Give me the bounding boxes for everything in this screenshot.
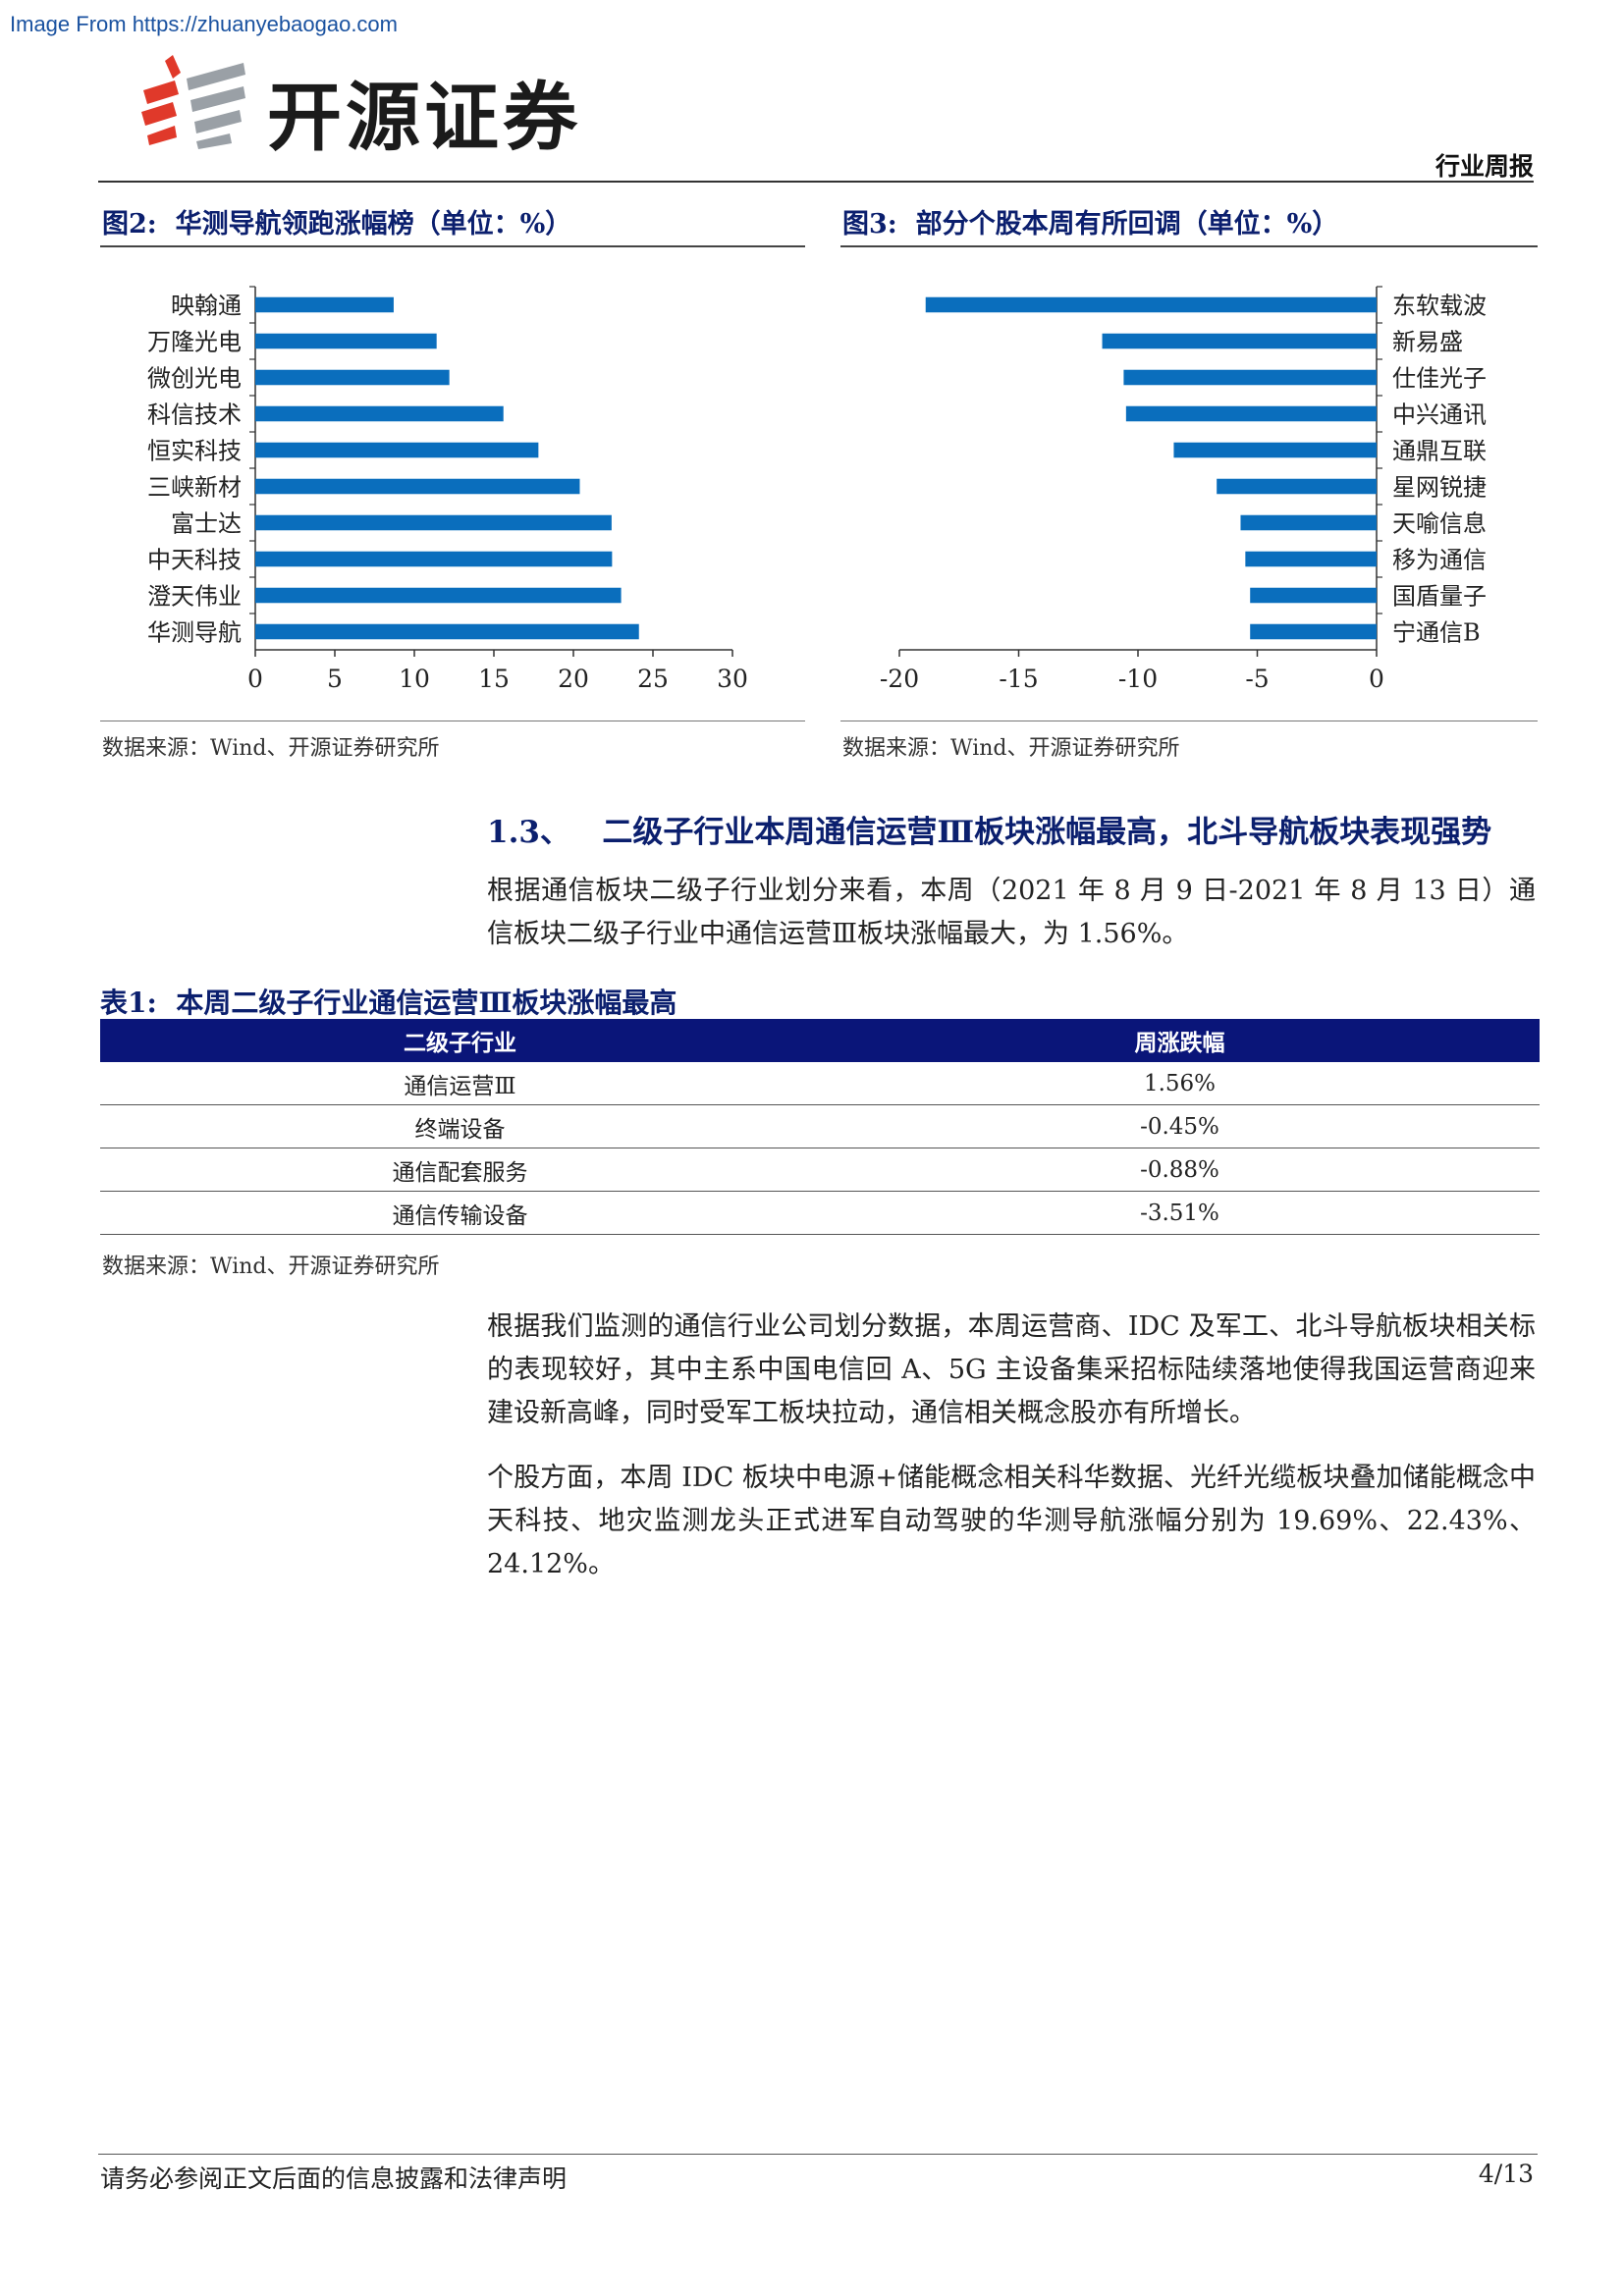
bar	[255, 514, 612, 531]
figure-3-caption: 部分个股本周有所回调（单位：%）	[915, 209, 1339, 240]
bar	[1250, 587, 1377, 604]
figure-3-rule	[840, 245, 1538, 247]
bar	[1125, 405, 1377, 422]
figure-2-bar-chart: 0 5 10 15 20 25 30 映翰通万隆光电微创光电科信技术恒实科技三峡新材富士达中天…	[147, 286, 748, 693]
cell-subindustry: 通信配套服务	[100, 1148, 820, 1192]
category-label: 映翰通	[171, 293, 242, 320]
bar	[255, 369, 450, 386]
bar	[1240, 514, 1377, 531]
category-label: 万隆光电	[147, 329, 242, 356]
category-label: 移为通信	[1392, 547, 1487, 574]
value-axis-tick-label: -20	[880, 665, 919, 693]
cell-weekly-change: -0.88%	[820, 1148, 1540, 1192]
source-watermark: Image From https://zhuanyebaogao.com	[10, 12, 398, 36]
figure-3-bar-chart: -20 -15 -10 -5 0 东软载波新易盛仕佳光子中兴通讯通鼎互联星网锐捷天喻信息移…	[880, 286, 1487, 693]
section-title-text: 二级子行业本周通信运营Ⅲ板块涨幅最高，北斗导航板块表现强势	[602, 815, 1492, 850]
bar	[255, 478, 580, 495]
brand-logo-icon	[135, 51, 253, 149]
table-row: 通信运营Ⅲ 1.56%	[100, 1062, 1540, 1105]
footer-disclaimer: 请务必参阅正文后面的信息披露和法律声明	[100, 2164, 568, 2193]
table-1-label: 表1:	[100, 987, 157, 1019]
bar	[1173, 442, 1377, 458]
bar	[1123, 369, 1377, 386]
table-header-row: 二级子行业 周涨跌幅	[100, 1019, 1540, 1062]
figure-2-caption: 华测导航领跑涨幅榜（单位：%）	[175, 209, 572, 240]
column-header-subindustry: 二级子行业	[100, 1019, 820, 1062]
table-1-caption: 本周二级子行业通信运营Ⅲ板块涨幅最高	[176, 987, 677, 1019]
section-number: 1.3、	[487, 815, 570, 850]
bar	[255, 442, 539, 458]
category-label: 科信技术	[147, 401, 242, 429]
subindustry-table: 二级子行业 周涨跌幅 通信运营Ⅲ 1.56% 终端设备 -0.45% 通信配套服…	[100, 1019, 1540, 1235]
bar	[1217, 478, 1377, 495]
cell-weekly-change: 1.56%	[820, 1062, 1540, 1105]
figure-3-source: 数据来源：Wind、开源证券研究所	[842, 736, 1180, 761]
category-label: 微创光电	[147, 365, 242, 393]
category-label: 新易盛	[1392, 329, 1463, 356]
footer-rule	[98, 2154, 1538, 2155]
value-axis-tick-label: 0	[1369, 665, 1384, 693]
figure-3-label: 图3:	[842, 209, 897, 240]
brand-name: 开源证券	[267, 74, 581, 161]
figure-3-title: 图3: 部分个股本周有所回调（单位：%）	[842, 202, 1338, 240]
value-axis-tick-label: 10	[399, 665, 430, 693]
value-axis-tick-label: 15	[478, 665, 510, 693]
bar	[255, 551, 613, 567]
report-type-label: 行业周报	[1435, 152, 1534, 181]
page-number: 4/13	[1478, 2160, 1534, 2188]
value-axis-tick-label: 5	[327, 665, 343, 693]
body-paragraph-3: 个股方面，本周 IDC 板块中电源+储能概念相关科华数据、光纤光缆板块叠加储能概…	[487, 1463, 1536, 1579]
value-axis-tick-label: 25	[637, 665, 669, 693]
category-label: 天喻信息	[1392, 510, 1487, 538]
table-1-title: 表1: 本周二级子行业通信运营Ⅲ板块涨幅最高	[100, 982, 677, 1021]
bar	[255, 333, 437, 349]
figure-2-label: 图2:	[102, 209, 157, 240]
category-label: 三峡新材	[147, 474, 242, 502]
figure-2-title: 图2: 华测导航领跑涨幅榜（单位：%）	[102, 202, 571, 240]
bar	[255, 623, 639, 640]
header-rule	[98, 181, 1534, 183]
figure-2-source: 数据来源：Wind、开源证券研究所	[102, 736, 440, 761]
table-row: 通信传输设备 -3.51%	[100, 1191, 1540, 1235]
category-label: 华测导航	[147, 619, 242, 647]
cell-subindustry: 通信传输设备	[100, 1191, 820, 1235]
value-axis-tick-label: -15	[999, 665, 1038, 693]
category-label: 中兴通讯	[1392, 401, 1487, 429]
table-row: 通信配套服务 -0.88%	[100, 1148, 1540, 1192]
bar	[255, 587, 622, 604]
cell-weekly-change: -0.45%	[820, 1104, 1540, 1148]
value-axis-tick-label: -10	[1118, 665, 1158, 693]
cell-weekly-change: -3.51%	[820, 1191, 1540, 1235]
column-header-weekly-change: 周涨跌幅	[820, 1019, 1540, 1062]
bar	[255, 405, 504, 422]
bar	[1102, 333, 1377, 349]
bar	[1245, 551, 1377, 567]
table-1-source: 数据来源：Wind、开源证券研究所	[102, 1255, 440, 1279]
category-label: 东软载波	[1392, 293, 1487, 320]
value-axis-tick-label: 20	[558, 665, 589, 693]
category-label: 仕佳光子	[1392, 365, 1487, 393]
body-paragraph-2: 根据我们监测的通信行业公司划分数据，本周运营商、IDC 及军工、北斗导航板块相关…	[487, 1311, 1536, 1428]
bar	[255, 296, 394, 313]
category-label: 通鼎互联	[1392, 438, 1487, 465]
category-label: 富士达	[171, 510, 242, 538]
category-label: 星网锐捷	[1392, 474, 1487, 502]
table-row: 终端设备 -0.45%	[100, 1104, 1540, 1148]
figure-2-rule	[100, 245, 805, 247]
cell-subindustry: 通信运营Ⅲ	[100, 1062, 820, 1105]
bar	[925, 296, 1377, 313]
category-label: 国盾量子	[1392, 583, 1487, 611]
category-label: 中天科技	[147, 547, 242, 574]
value-axis-tick-label: 30	[717, 665, 748, 693]
category-label: 恒实科技	[147, 438, 242, 465]
value-axis-tick-label: -5	[1245, 665, 1269, 693]
category-label: 澄天伟业	[147, 583, 242, 611]
section-paragraph-1: 根据通信板块二级子行业划分来看，本周（2021 年 8 月 9 日-2021 年…	[487, 876, 1536, 949]
category-label: 宁通信B	[1392, 619, 1481, 647]
value-axis-tick-label: 0	[247, 665, 263, 693]
section-heading: 1.3、 二级子行业本周通信运营Ⅲ板块涨幅最高，北斗导航板块表现强势	[487, 807, 1491, 851]
bar	[1250, 623, 1377, 640]
cell-subindustry: 终端设备	[100, 1104, 820, 1148]
